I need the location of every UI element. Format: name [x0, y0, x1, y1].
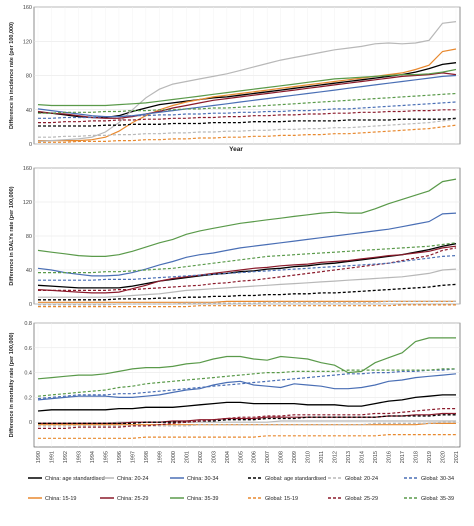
x-tick-label: 1996: [117, 451, 123, 463]
series-line-china-30-34: [37, 74, 457, 118]
x-tick-label: 2010: [306, 451, 312, 463]
series-line-china-20-24: [37, 21, 457, 142]
x-tick-label: 2016: [387, 451, 393, 463]
y-axis-label: Difference in DALYs rate (per 100,000): [9, 186, 15, 285]
x-tick-label: 1994: [90, 451, 96, 463]
legend-label: Global: 30-34: [421, 476, 454, 482]
y-tick-label: 0: [29, 302, 32, 308]
x-tick-label: 1990: [36, 451, 42, 463]
x-tick-label: 2013: [346, 451, 352, 463]
x-tick-label: 2020: [441, 451, 447, 463]
series-line-china-25-29: [37, 245, 457, 294]
x-tick-label: 2004: [225, 451, 231, 463]
x-tick-label: 2000: [171, 451, 177, 463]
legend: China: age standardised China: 20-24 China…: [28, 476, 454, 502]
series-line-china-25-29: [37, 72, 457, 119]
series-line-china-15-19: [38, 422, 456, 426]
x-tick-label: 2012: [333, 451, 339, 463]
y-tick-label: 80: [26, 234, 32, 240]
y-tick-label: 0.8: [24, 321, 32, 327]
x-tick-label: 2021: [454, 451, 460, 463]
x-tick-label: 1998: [144, 451, 150, 463]
y-tick-label: 40: [26, 268, 32, 274]
y-tick-label: 40: [26, 108, 32, 114]
x-tick-label: 1999: [157, 451, 163, 463]
x-tick-label: 2017: [400, 451, 406, 463]
legend-label: Global: 35-39: [421, 496, 454, 502]
y-tick-label: 120: [23, 39, 32, 45]
series-line-china-30-34: [37, 212, 457, 277]
legend-label: China: 30-34: [187, 476, 219, 482]
x-tick-label: 2019: [427, 451, 433, 463]
y-tick-label: 160: [23, 166, 32, 172]
series-line-china-30-34: [37, 373, 457, 401]
y-tick-label: 120: [23, 200, 32, 206]
legend-label: China: age standardised: [45, 476, 105, 482]
series-line-china-35-39: [37, 178, 457, 257]
y-tick-label: 0.4: [24, 371, 32, 377]
incidence-panel: 0 40 80 120 160 Difference in incidence rate …: [9, 5, 461, 148]
y-tick-label: 0.2: [24, 395, 32, 401]
x-tick-label: 2009: [292, 451, 298, 463]
series-line-china-35-39: [37, 337, 456, 380]
x-tick-label: 1992: [63, 451, 69, 463]
legend-label: China: 20-24: [117, 476, 149, 482]
series-line-china-20-24: [38, 268, 457, 298]
legend-label: Global: 15-19: [265, 496, 298, 502]
series-line-global-35-39: [37, 368, 456, 397]
series-line-china-age-standardised: [37, 394, 456, 412]
x-tick-label: 2003: [211, 451, 217, 463]
y-axis-label: Difference in incidence rate (per 100,00…: [9, 22, 15, 129]
legend-label: Global: 20-24: [345, 476, 378, 482]
x-tick-label: 2006: [252, 451, 258, 463]
legend-label: China: 25-29: [117, 496, 149, 502]
legend-label: China: 15-19: [45, 496, 77, 502]
plot-frame: [33, 322, 461, 448]
series-line-china-15-19: [38, 48, 457, 142]
x-tick-label: 2011: [319, 451, 325, 463]
y-tick-label: 0: [29, 142, 32, 148]
series-line-china-35-39: [37, 68, 457, 107]
y-axis-label: Difference in mortality rate (per 100,00…: [9, 332, 15, 437]
y-tick-label: 0.6: [24, 346, 32, 352]
y-tick-label: 0: [29, 420, 32, 426]
x-tick-label: 1995: [103, 451, 109, 463]
y-tick-label: 160: [23, 5, 32, 11]
x-tick-label: 2018: [414, 451, 420, 463]
x-tick-label: 2008: [279, 451, 285, 463]
x-tick-label: 2005: [238, 451, 244, 463]
x-tick-label: 2002: [198, 451, 204, 463]
series-line-china-25-29: [38, 412, 456, 424]
legend-label: Global: 25-29: [345, 496, 378, 502]
x-tick-label: 2014: [360, 451, 366, 463]
dalys-panel: 0 40 80 120 160 Difference in DALYs rate (per…: [9, 166, 461, 308]
x-tick-label: 2001: [184, 451, 190, 463]
y-tick-label: 80: [26, 74, 32, 80]
mortality-panel: 0 0.2 0.4 0.6 0.8 Difference in mortality rat…: [9, 321, 461, 463]
x-tick-label: 2015: [373, 451, 379, 463]
series-line-china-15-19: [38, 300, 456, 303]
series-line-china-age-standardised: [37, 243, 457, 289]
x-tick-label: 2007: [265, 451, 271, 463]
x-tick-label: 1993: [76, 451, 82, 463]
legend-label: Global: age standardised: [265, 476, 326, 482]
legend-label: China: 35-39: [187, 496, 219, 502]
x-axis-label: Year: [229, 146, 243, 153]
x-tick-label: 1991: [49, 451, 55, 463]
x-tick-label: 1997: [130, 451, 136, 463]
